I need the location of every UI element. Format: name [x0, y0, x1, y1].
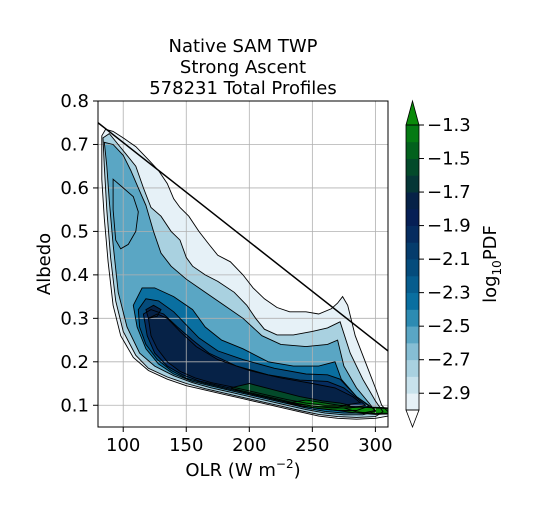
colorbar-tick-label-8: −1.3	[427, 115, 471, 136]
title-line-2: Strong Ascent	[180, 57, 306, 78]
contour-fill-8	[145, 305, 161, 319]
y-tick-label-2: 0.3	[60, 308, 89, 329]
contour-line-1	[102, 132, 384, 418]
title-line-3: 578231 Total Profiles	[149, 78, 337, 99]
contour-line-2	[103, 141, 377, 416]
contour-line-8	[145, 304, 162, 319]
x-tick-label-0: 100	[106, 435, 140, 456]
colorbar-extend-min	[405, 409, 420, 429]
x-tick-label-2: 200	[232, 435, 266, 456]
x-axis-label: OLR (W m−2)	[185, 457, 300, 481]
y-tick-label-0: 0.1	[60, 395, 89, 416]
colorbar-band-14	[406, 158, 419, 176]
colorbar-ticks: −2.9 −2.7 −2.5 −2.3 −2.1 −1.9 −1.7 −1.5 −1.3	[419, 115, 471, 404]
contour-line-0	[101, 128, 388, 420]
colorbar-band-0	[406, 393, 419, 411]
colorbar-band-9	[406, 242, 419, 260]
colorbar-tick-label-4: −2.1	[427, 249, 471, 270]
y-tick-label-5: 0.6	[60, 178, 89, 199]
colorbar-band-6	[406, 292, 419, 310]
colorbar-band-10	[406, 225, 419, 243]
x-axis-ticks: 100 150 200 250 300	[106, 427, 393, 456]
reference-line-group	[98, 122, 388, 352]
y-tick-label-1: 0.2	[60, 352, 89, 373]
y-tick-label-4: 0.5	[60, 221, 89, 242]
colorbar-label-subscript: 10	[490, 260, 504, 275]
colorbar-border	[405, 124, 420, 411]
contour-lines	[101, 128, 388, 420]
colorbar-band-8	[406, 259, 419, 277]
y-tick-label-3: 0.4	[60, 265, 89, 286]
y-axis-ticks: 0.1 0.2 0.3 0.4 0.5 0.6 0.7 0.8	[60, 91, 98, 416]
colorbar-band-5	[406, 309, 419, 327]
colorbar-tick-label-6: −1.7	[427, 182, 471, 203]
reference-line	[98, 122, 388, 352]
colorbar	[405, 99, 420, 429]
y-axis-label: Albedo	[34, 233, 55, 295]
colorbar-band-7	[406, 275, 419, 294]
x-tick-label-1: 150	[169, 435, 203, 456]
colorbar-tick-label-3: −2.3	[427, 283, 471, 304]
colorbar-band-3	[406, 342, 419, 361]
colorbar-band-4	[406, 326, 419, 344]
colorbar-extend-max	[405, 99, 420, 126]
colorbar-tick-label-5: −1.9	[427, 216, 471, 237]
x-axis-label-close: )	[294, 460, 301, 481]
y-tick-label-6: 0.7	[60, 134, 89, 155]
colorbar-band-16	[406, 125, 419, 143]
contour-line-4	[132, 287, 377, 414]
colorbar-tick-label-1: −2.7	[427, 350, 471, 371]
contour-line-10	[286, 399, 388, 415]
colorbar-band-1	[406, 376, 419, 394]
contour-fill-11	[343, 407, 388, 414]
x-tick-label-4: 300	[358, 435, 392, 456]
colorbar-tick-label-7: −1.5	[427, 149, 471, 170]
contour-fill-9	[230, 383, 351, 407]
colorbar-band-12	[406, 192, 419, 210]
axes-border	[97, 100, 389, 428]
contour-line-5	[137, 298, 371, 411]
x-tick-label-3: 250	[295, 435, 329, 456]
colorbar-tick-label-2: −2.5	[427, 316, 471, 337]
colorbar-band-11	[406, 208, 419, 226]
contour-line-11	[343, 406, 388, 414]
axes-frame	[97, 100, 389, 428]
colorbar-band-15	[406, 141, 419, 159]
colorbar-band-2	[406, 359, 419, 377]
title-line-1: Native SAM TWP	[169, 36, 318, 57]
colorbar-tick-label-0: −2.9	[427, 383, 471, 404]
colorbar-label: log10PDF	[480, 225, 504, 303]
contour-line-3	[112, 178, 139, 250]
x-axis-label-exponent: −2	[276, 457, 294, 471]
colorbar-label-end: PDF	[480, 225, 501, 260]
colorbar-band-13	[406, 175, 419, 193]
y-tick-label-7: 0.8	[60, 91, 89, 112]
chart-title: Native SAM TWP Strong Ascent 578231 Tota…	[149, 36, 337, 99]
contour-line-7	[147, 313, 362, 406]
